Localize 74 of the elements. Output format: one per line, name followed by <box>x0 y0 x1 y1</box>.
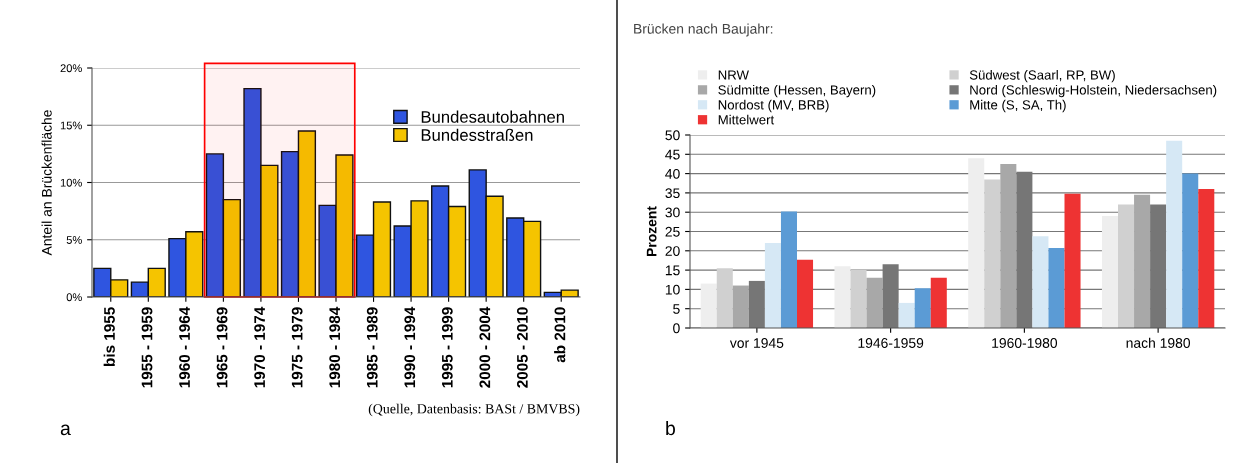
y-axis-title: Anteil an Brückenfläche <box>41 110 52 256</box>
bar <box>764 243 781 328</box>
bar <box>700 283 717 328</box>
y-tick-label: 40 <box>665 168 680 179</box>
x-tick-label: 1955 - 1959 <box>141 307 153 388</box>
x-tick-label: 1946-1959 <box>858 338 924 348</box>
y-tick-label: 5% <box>66 236 82 244</box>
bar <box>716 268 733 328</box>
y-tick-label: 10 <box>665 284 680 295</box>
legend-label: NRW <box>718 70 749 80</box>
bar <box>1118 204 1135 328</box>
y-tick-label: 15% <box>60 121 82 130</box>
x-tick-label: 2000 - 2004 <box>479 306 491 388</box>
legend-label: Mitte (S, SA, Th) <box>970 99 1066 113</box>
y-tick-label: 20 <box>665 246 680 256</box>
x-tick-label: nach 1980 <box>1126 337 1191 348</box>
legend-label: Südmitte (Hessen, Bayern) <box>718 84 876 98</box>
bar <box>968 158 985 328</box>
bar <box>780 211 797 328</box>
bar <box>1134 194 1151 328</box>
bar <box>1198 189 1215 328</box>
legend-label: Südwest (Saarl, RP, BW) <box>969 69 1115 83</box>
x-tick-label: 1980 - 1984 <box>329 306 341 388</box>
bar <box>1150 204 1167 328</box>
bar <box>1048 248 1065 328</box>
bar <box>1182 173 1199 328</box>
y-tick-label: 35 <box>665 188 680 199</box>
x-tick-label: bis 1955 <box>103 307 115 367</box>
x-tick-label: vor 1945 <box>729 338 784 348</box>
x-tick-label: 2005 - 2010 <box>516 307 528 388</box>
bar <box>1032 236 1049 328</box>
bar <box>1101 216 1118 328</box>
y-tick-label: 0 <box>673 323 680 334</box>
bar <box>898 302 915 328</box>
bar <box>834 266 851 328</box>
chart-title: Brücken nach Baujahr: <box>634 23 773 37</box>
x-tick-label: 1970 - 1974 <box>254 306 266 388</box>
y-tick-label: 45 <box>665 149 680 160</box>
bar <box>850 270 867 328</box>
y-tick-label: 5 <box>673 304 680 314</box>
bar <box>748 280 765 328</box>
y-tick-label: 0% <box>66 293 82 302</box>
bar <box>914 288 931 328</box>
x-tick-label: 1960-1980 <box>992 338 1058 348</box>
x-tick-label: 1985 - 1989 <box>366 307 378 388</box>
y-tick-label: 10% <box>60 178 82 187</box>
bar <box>1166 140 1183 328</box>
bar <box>866 277 883 328</box>
legend-label: Nordost (MV, BRB) <box>718 99 829 113</box>
bar <box>1000 163 1017 328</box>
text: (Quelle, Datenbasis: BASt / BMVBS) <box>368 403 580 417</box>
bar <box>797 259 814 328</box>
legend-label: Bundesstraßen <box>421 128 533 141</box>
y-tick-label: 50 <box>665 130 680 141</box>
bar <box>984 179 1001 328</box>
y-tick-label: 30 <box>665 207 680 218</box>
x-tick-label: 1965 - 1969 <box>216 307 228 388</box>
y-axis-title: Prozent <box>646 206 657 257</box>
bar <box>732 285 749 328</box>
x-tick-label: 1995 - 1999 <box>441 307 453 388</box>
y-tick-label: 25 <box>665 226 680 237</box>
legend-label: Nord (Schleswig-Holstein, Niedersachsen) <box>970 84 1217 98</box>
bar <box>1064 193 1081 328</box>
bar <box>930 277 947 328</box>
y-tick-label: 15 <box>665 265 680 276</box>
legend-label: Mittelwert <box>718 114 775 125</box>
text: a <box>60 424 71 436</box>
x-tick-label: 1960 - 1964 <box>179 306 190 388</box>
x-tick-label: 1975 - 1979 <box>291 307 303 388</box>
legend-label: Bundesautobahnen <box>421 110 564 123</box>
y-tick-label: 20% <box>60 64 82 73</box>
text: b <box>666 420 675 436</box>
x-tick-label: 1990 - 1994 <box>404 306 416 388</box>
x-tick-label: ab 2010 <box>554 307 566 363</box>
